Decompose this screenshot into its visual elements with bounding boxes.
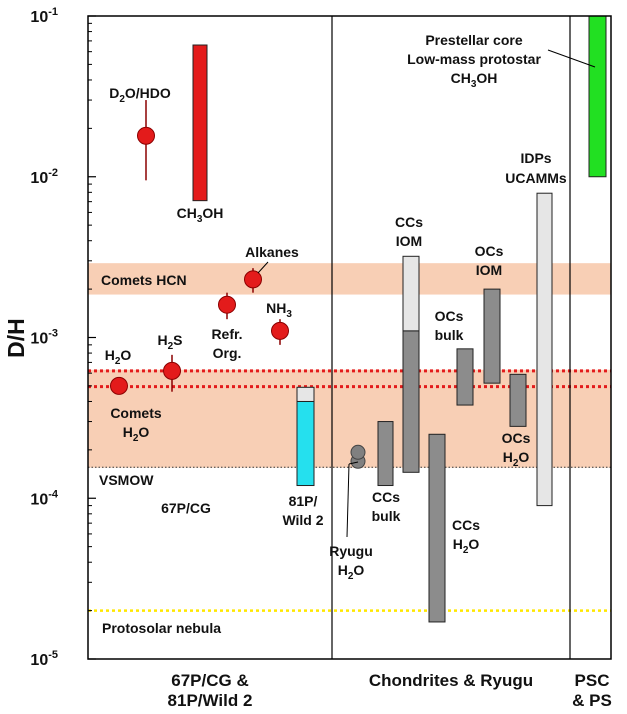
data-point-2 (218, 295, 236, 314)
data-point-4 (163, 361, 181, 380)
label-ocs-bulk-1: OCs (435, 308, 464, 324)
label-ryugu-1: Ryugu (329, 543, 373, 559)
label-ccs-h2o-2: H2O (453, 536, 480, 556)
label-wild2: Wild 2 (282, 512, 323, 528)
label-ryugu-2: H2O (338, 562, 365, 582)
label-alkanes: Alkanes (245, 244, 299, 260)
label-psc-ch3oh: CH3OH (451, 70, 498, 90)
range-bar-8 (483, 288, 501, 384)
range-bar-9 (509, 373, 527, 427)
label-ocs-iom-1: OCs (475, 243, 504, 259)
label-comets-h2o-2: H2O (123, 424, 150, 444)
range-bar-1 (296, 400, 315, 487)
label-ccs-iom-1: CCs (395, 214, 423, 230)
label-h2o: H2O (105, 347, 132, 367)
data-point-5 (110, 376, 128, 395)
label-ccs-h2o-1: CCs (452, 517, 480, 533)
y-tick-label-3: 10-2 (30, 167, 58, 187)
y-axis-label: D/H (3, 318, 29, 358)
label-prestellar-core: Prestellar core (425, 32, 522, 48)
psc-leader-line (547, 49, 596, 68)
range-bar-7 (456, 348, 474, 406)
label-org: Org. (213, 345, 242, 361)
label-ccs-iom-2: IOM (396, 233, 422, 249)
band-1 (88, 369, 611, 468)
alkanes-leader-line (257, 261, 269, 274)
data-point-3 (271, 321, 289, 340)
range-bar-4 (402, 330, 420, 473)
data-point-0 (137, 126, 155, 145)
label-81p: 81P/ (289, 493, 318, 509)
y-axis: 10-5 10-4 10-3 10-2 10-1 (30, 6, 96, 669)
label-h2s: H2S (157, 332, 182, 352)
y-tick-label-1: 10-4 (30, 488, 58, 508)
label-d2o-hdo: D2O/HDO (109, 85, 171, 105)
label-ocs-bulk-2: bulk (435, 327, 464, 343)
y-tick-label-2: 10-3 (30, 328, 58, 348)
range-bar-5 (402, 255, 420, 332)
label-67p-cg: 67P/CG (161, 500, 211, 516)
label-comets-h2o-1: Comets (110, 405, 162, 421)
range-bar-11 (588, 15, 607, 178)
range-bar-0 (192, 44, 208, 202)
range-bar-10 (536, 192, 553, 507)
ryugu-leader-line (348, 461, 359, 465)
y-tick-label-4: 10-1 (30, 6, 58, 26)
data-point-1 (244, 270, 262, 289)
label-vsmow: VSMOW (99, 472, 154, 488)
label-ocs-h2o-2: H2O (503, 449, 530, 469)
panel-label-chondrites: Chondrites & Ryugu (369, 671, 533, 690)
bars-layer (192, 15, 607, 623)
label-ocs-iom-2: IOM (476, 262, 502, 278)
range-bar-3 (377, 421, 394, 487)
label-low-mass-protostar: Low-mass protostar (407, 51, 541, 67)
label-comets-hcn: Comets HCN (101, 272, 187, 288)
panel-label-67p-wild2: 67P/CG & 81P/Wild 2 (168, 671, 253, 710)
data-point-6 (350, 444, 366, 460)
label-ocs-h2o-1: OCs (502, 430, 531, 446)
ryugu-leader-line-2 (346, 463, 350, 538)
label-ccs-bulk-2: bulk (372, 508, 401, 524)
band-0 (88, 263, 611, 295)
label-idps: IDPs (520, 150, 551, 166)
label-nh3: NH3 (266, 300, 292, 320)
label-ccs-bulk-1: CCs (372, 489, 400, 505)
points-layer (110, 100, 366, 469)
label-protosolar-nebula: Protosolar nebula (102, 620, 221, 636)
range-bar-6 (428, 433, 446, 623)
label-ch3oh: CH3OH (177, 205, 224, 225)
annotations: Prestellar core Low-mass protostar CH3OH… (99, 32, 596, 636)
range-bar-2 (296, 386, 315, 402)
label-refr: Refr. (211, 326, 242, 342)
y-tick-label-0: 10-5 (30, 649, 58, 669)
panel-label-psc-ps: PSC & PS (572, 671, 612, 710)
label-ucamms: UCAMMs (505, 170, 567, 186)
